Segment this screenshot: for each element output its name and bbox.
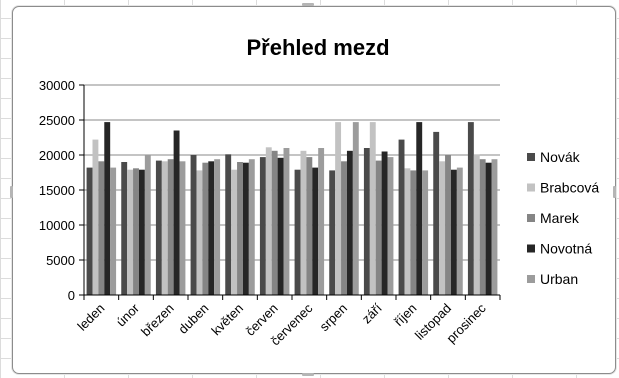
bar-novotná bbox=[312, 167, 319, 295]
bar-novotná bbox=[450, 169, 457, 295]
y-tick-label: 10000 bbox=[39, 218, 75, 233]
bar-novák bbox=[363, 148, 370, 295]
bar-marek bbox=[271, 150, 278, 295]
bar-brabcová bbox=[196, 170, 203, 295]
x-tick-label: únor bbox=[113, 300, 142, 329]
bar-marek bbox=[98, 161, 105, 295]
bar-brabcová bbox=[335, 122, 342, 295]
legend-label: Novák bbox=[540, 149, 581, 165]
bar-brabcová bbox=[473, 154, 480, 295]
bar-urban bbox=[352, 122, 359, 295]
legend-swatch bbox=[527, 183, 535, 192]
legend-label: Brabcová bbox=[540, 180, 599, 196]
x-tick-label: srpen bbox=[317, 301, 351, 335]
y-tick-label: 20000 bbox=[39, 148, 75, 163]
legend: Novák Brabcová Marek Novotná Urban bbox=[527, 149, 599, 287]
bar-brabcová bbox=[161, 161, 168, 295]
x-tick-label: prosinec bbox=[443, 300, 489, 346]
y-tick-label: 15000 bbox=[39, 183, 75, 198]
bar-novák bbox=[433, 131, 440, 295]
bar-novák bbox=[86, 167, 93, 295]
bar-marek bbox=[341, 161, 347, 295]
bar-novotná bbox=[416, 122, 423, 295]
x-tick-label: leden bbox=[74, 301, 107, 334]
x-tick-label: říjen bbox=[391, 301, 419, 329]
bar-urban bbox=[248, 159, 255, 295]
bar-novák bbox=[398, 139, 405, 295]
resize-handle-left[interactable] bbox=[10, 186, 13, 198]
bar-brabcová bbox=[404, 168, 411, 295]
bar-marek bbox=[202, 162, 209, 295]
bar-novák bbox=[155, 160, 162, 295]
x-tick-label: květen bbox=[208, 301, 246, 339]
bar-novák bbox=[259, 157, 266, 295]
bars bbox=[86, 122, 498, 295]
bar-novotná bbox=[381, 151, 388, 295]
legend-swatch bbox=[527, 153, 535, 161]
bar-marek bbox=[375, 160, 382, 295]
bar-brabcová bbox=[439, 161, 446, 295]
legend-swatch bbox=[527, 214, 535, 222]
bar-urban bbox=[387, 157, 394, 295]
bar-urban bbox=[491, 159, 498, 295]
x-tick-label: duben bbox=[175, 301, 211, 337]
bar-novotná bbox=[346, 150, 353, 295]
resize-handle-bottom[interactable] bbox=[302, 373, 314, 376]
bar-urban bbox=[422, 170, 429, 295]
bar-urban bbox=[179, 161, 186, 295]
y-tick-label: 30000 bbox=[39, 78, 75, 93]
y-tick-label: 25000 bbox=[39, 113, 75, 128]
bar-novák bbox=[121, 162, 128, 295]
bar-urban bbox=[110, 167, 117, 295]
bar-novotná bbox=[485, 162, 492, 295]
bar-urban bbox=[456, 167, 463, 295]
bar-brabcová bbox=[127, 169, 134, 295]
chart-title: Přehled mezd bbox=[246, 35, 389, 60]
bar-urban bbox=[283, 148, 290, 295]
bar-novotná bbox=[277, 157, 284, 295]
x-tick-label: září bbox=[359, 300, 385, 326]
bar-novák bbox=[294, 169, 301, 295]
gridlines bbox=[84, 84, 500, 261]
legend-label: Novotná bbox=[540, 241, 592, 257]
bar-marek bbox=[479, 159, 486, 295]
bar-brabcová bbox=[231, 169, 238, 295]
x-tick-label: březen bbox=[138, 301, 177, 340]
bar-urban bbox=[144, 155, 151, 295]
bar-novák bbox=[225, 154, 232, 295]
legend-swatch bbox=[527, 275, 535, 283]
bar-novotná bbox=[242, 162, 249, 295]
bar-marek bbox=[306, 157, 313, 295]
bar-novotná bbox=[173, 130, 180, 295]
resize-handle-top[interactable] bbox=[302, 3, 314, 6]
legend-label: Marek bbox=[540, 210, 580, 226]
bar-urban bbox=[214, 159, 221, 295]
bar-novotná bbox=[138, 169, 145, 295]
bar-brabcová bbox=[300, 150, 307, 295]
bar-marek bbox=[410, 170, 417, 295]
bar-marek bbox=[167, 159, 174, 295]
bar-novák bbox=[467, 122, 474, 295]
bar-marek bbox=[237, 162, 243, 295]
bar-marek bbox=[133, 168, 139, 295]
bar-novák bbox=[329, 170, 336, 295]
bar-novotná bbox=[104, 122, 111, 295]
bar-marek bbox=[445, 155, 451, 295]
legend-label: Urban bbox=[540, 271, 578, 287]
resize-handle-right[interactable] bbox=[613, 186, 616, 198]
y-tick-label: 0 bbox=[68, 288, 75, 303]
bar-novotná bbox=[208, 161, 215, 295]
y-tick-label: 5000 bbox=[46, 253, 75, 268]
bar-brabcová bbox=[265, 147, 272, 295]
bar-brabcová bbox=[92, 139, 99, 295]
bar-novák bbox=[190, 155, 197, 295]
legend-swatch bbox=[527, 244, 535, 253]
bar-urban bbox=[318, 148, 325, 295]
bar-brabcová bbox=[369, 122, 376, 295]
